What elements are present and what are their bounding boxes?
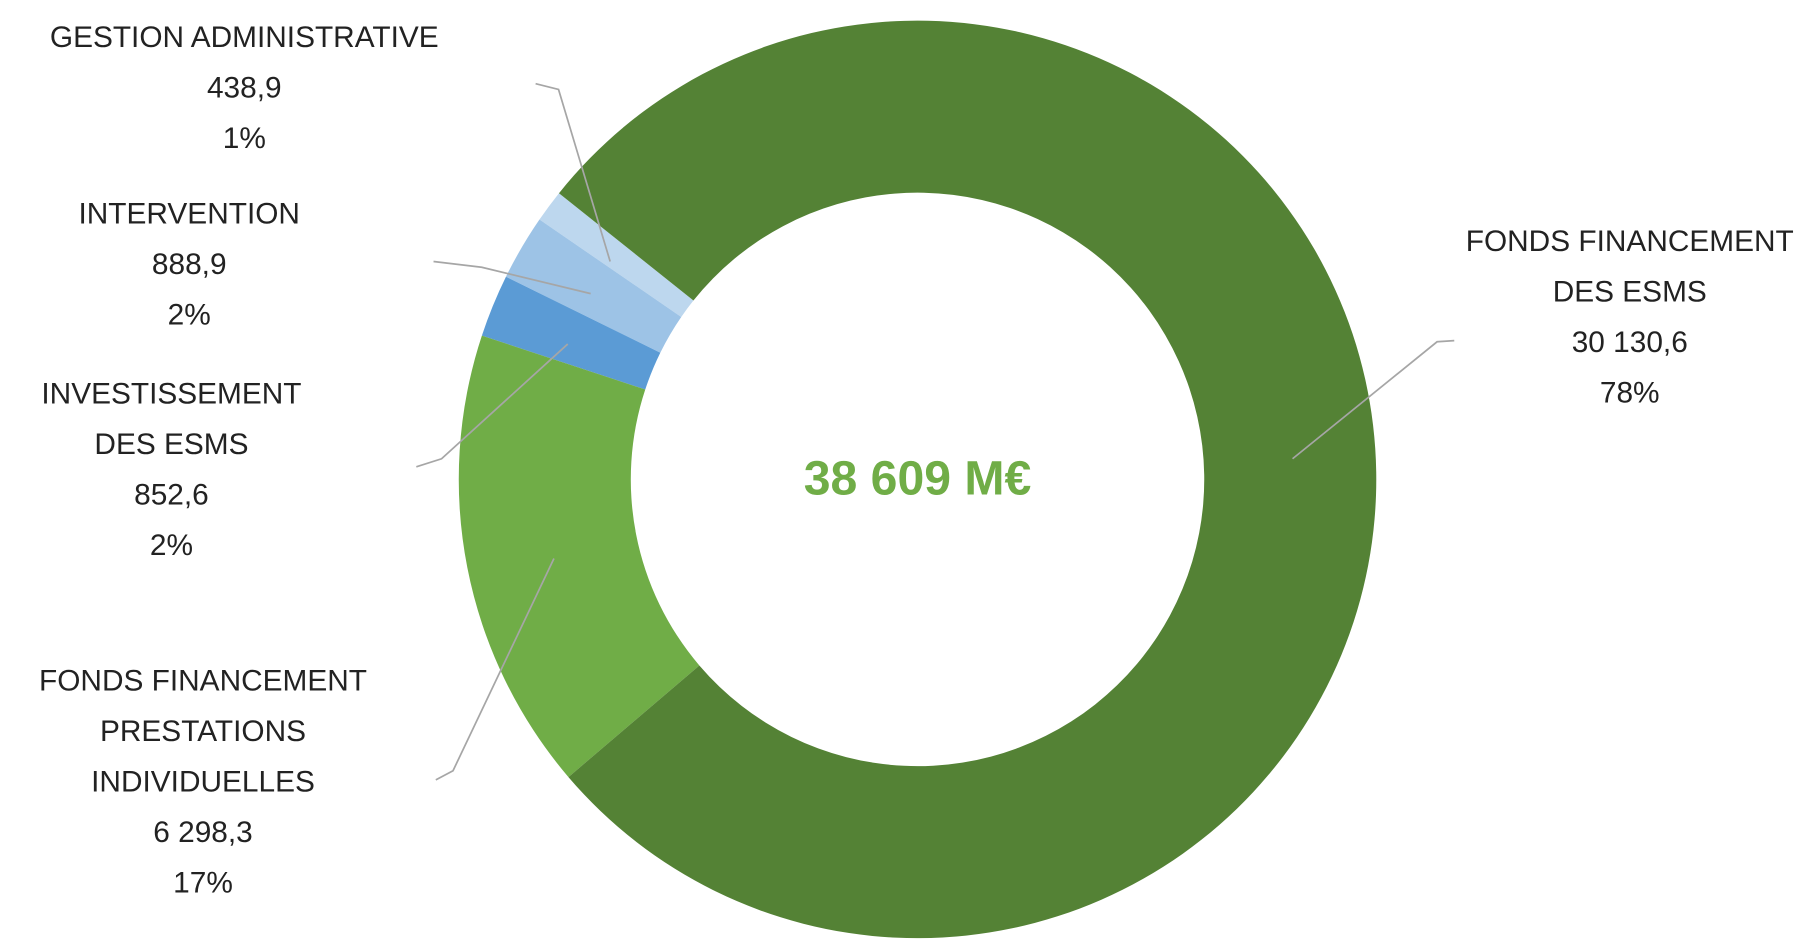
leader-line bbox=[433, 260, 591, 295]
slice-label: GESTION ADMINISTRATIVE 438,9 1% bbox=[0, 11, 489, 162]
donut-slice bbox=[558, 20, 1377, 939]
percent-label: 78% bbox=[1599, 375, 1660, 410]
donut-slice bbox=[458, 335, 700, 778]
leader-line bbox=[435, 558, 555, 781]
slice-label: FONDS FINANCEMENT DES ESMS 30 130,6 78% bbox=[1463, 216, 1796, 418]
category-label: FONDS FINANCEMENT DES ESMS bbox=[1465, 223, 1794, 309]
percent-label: 1% bbox=[222, 120, 266, 155]
leader-line bbox=[416, 343, 569, 468]
value-label: 852,6 bbox=[134, 477, 209, 512]
leader-line bbox=[535, 82, 611, 262]
percent-label: 2% bbox=[167, 297, 211, 332]
category-label: FONDS FINANCEMENT PRESTATIONS INDIVIDUEL… bbox=[38, 662, 368, 799]
slice-label: INTERVENTION 888,9 2% bbox=[17, 188, 361, 339]
value-label: 888,9 bbox=[151, 246, 227, 281]
value-label: 6 298,3 bbox=[153, 814, 253, 849]
donut-slice bbox=[539, 193, 694, 317]
donut-slice bbox=[505, 219, 682, 353]
category-label: INVESTISSEMENT DES ESMS bbox=[41, 376, 302, 462]
percent-label: 17% bbox=[173, 864, 233, 900]
center-label: 38 609 M€ bbox=[804, 451, 1032, 505]
leader-line bbox=[1292, 339, 1455, 460]
value-label: 438,9 bbox=[206, 69, 282, 105]
percent-label: 2% bbox=[149, 527, 194, 562]
slice-label: FONDS FINANCEMENT PRESTATIONS INDIVIDUEL… bbox=[19, 655, 386, 907]
category-label: INTERVENTION bbox=[78, 196, 300, 231]
value-label: 30 130,6 bbox=[1571, 324, 1688, 359]
donut-slice bbox=[481, 276, 661, 390]
slice-label: INVESTISSEMENT DES ESMS 852,6 2% bbox=[25, 368, 317, 570]
leader-lines bbox=[416, 82, 1455, 781]
category-label: GESTION ADMINISTRATIVE bbox=[49, 19, 439, 54]
